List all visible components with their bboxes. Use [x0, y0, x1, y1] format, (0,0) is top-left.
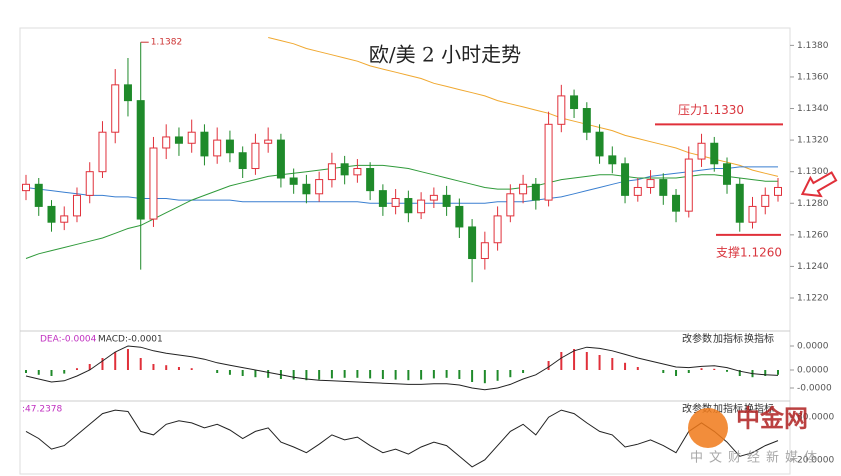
- candle-body: [710, 142, 719, 165]
- candle-body: [302, 183, 311, 195]
- chart-title: 欧/美 2 小时走势: [369, 43, 521, 67]
- watermark-slogan: 中文财经新媒体: [690, 450, 823, 466]
- y-tick-label: 0.0000: [797, 366, 829, 376]
- candle-body: [595, 131, 604, 157]
- candle-body: [327, 163, 336, 181]
- candle-body: [276, 139, 285, 179]
- candle-body: [391, 198, 400, 207]
- candle-body: [774, 186, 782, 196]
- candle-body: [60, 215, 69, 223]
- toolbar-button: 改参数: [682, 332, 712, 345]
- candle-body: [98, 131, 107, 173]
- candle-body: [315, 179, 324, 195]
- candle-body: [480, 242, 489, 260]
- candle-body: [174, 136, 183, 144]
- candle-body: [47, 205, 56, 223]
- candle-body: [442, 194, 451, 207]
- candle-body: [353, 168, 362, 176]
- candle-body: [238, 152, 247, 170]
- candle-body: [378, 190, 387, 207]
- candle-body: [519, 183, 528, 195]
- indicator-header: :47.2378: [22, 405, 63, 415]
- candle-body: [404, 198, 413, 214]
- candle-body: [429, 194, 438, 201]
- candle-body: [264, 139, 273, 144]
- candle-body: [200, 131, 209, 157]
- candle-body: [417, 199, 426, 214]
- candle-body: [748, 205, 757, 223]
- candle-body: [633, 186, 642, 196]
- candle-body: [468, 226, 477, 260]
- candle-body: [34, 183, 43, 207]
- candle-body: [544, 123, 553, 201]
- candle-body: [455, 205, 464, 228]
- candle-body: [493, 215, 502, 244]
- y-tick-label: 80.0000: [797, 413, 834, 423]
- candle-body: [761, 194, 770, 207]
- ma-line: [268, 37, 779, 177]
- indicator-header: MACD:-0.0001: [98, 335, 163, 345]
- toolbar-button: 加指标: [713, 332, 743, 345]
- ma-line: [25, 164, 778, 259]
- candle-body: [672, 194, 681, 212]
- y-tick-label: 20.0000: [797, 455, 834, 465]
- candle-body: [251, 142, 260, 170]
- frame: [19, 27, 791, 475]
- y-tick-label: 1.1360: [797, 72, 829, 82]
- y-tick-label: 1.1300: [797, 167, 829, 177]
- candle-body: [225, 139, 234, 154]
- toolbar-button: 加指标: [713, 402, 743, 415]
- candle-body: [582, 108, 591, 133]
- direction-arrow: [800, 171, 838, 198]
- candle-body: [123, 84, 132, 102]
- candle-body: [735, 183, 744, 223]
- k-line: [25, 409, 779, 468]
- toolbar-button: 换指标: [744, 332, 774, 345]
- y-tick-label: 1.1220: [797, 294, 829, 304]
- candle-body: [621, 163, 630, 196]
- toolbar-button: 换指标: [744, 402, 774, 415]
- candle-body: [697, 142, 706, 160]
- candle-body: [506, 193, 515, 217]
- candle-body: [557, 95, 566, 125]
- y-tick-label: 1.1320: [797, 136, 829, 146]
- watermark-logo: [688, 408, 728, 448]
- candle-body: [340, 163, 349, 176]
- candle-body: [213, 139, 222, 157]
- candle-body: [608, 155, 617, 165]
- candle-body: [22, 183, 30, 192]
- y-tick-label: 1.1380: [797, 41, 829, 51]
- y-tick-label: 0.0000: [797, 342, 829, 352]
- candle-body: [149, 147, 158, 220]
- support-label: 支撑1.1260: [716, 244, 782, 259]
- candle-body: [684, 158, 693, 212]
- high-marker-label: 1.1382: [151, 38, 183, 48]
- resistance-label: 压力1.1330: [678, 103, 744, 117]
- watermark: 中金网 中文财经新媒体: [688, 404, 823, 466]
- y-tick-label: 1.1340: [797, 104, 829, 114]
- candle-body: [531, 183, 540, 201]
- y-tick-label: 1.1260: [797, 230, 829, 240]
- indicator-header: DEA:-0.0004: [40, 335, 97, 345]
- watermark-brand: 中金网: [736, 404, 808, 433]
- candle-body: [111, 84, 120, 133]
- candle-body: [646, 179, 655, 188]
- candle-body: [136, 100, 145, 220]
- candle-body: [72, 194, 81, 217]
- candle-body: [366, 168, 375, 192]
- candle-body: [723, 163, 732, 185]
- y-tick-label: -0.0000: [797, 384, 832, 394]
- y-tick-label: 1.1280: [797, 199, 829, 209]
- candle-body: [289, 177, 298, 185]
- candle-body: [659, 179, 668, 196]
- dif-line: [25, 345, 779, 391]
- candle-body: [85, 171, 94, 196]
- candle-body: [187, 131, 196, 144]
- candle-body: [162, 136, 171, 149]
- candle-body: [570, 95, 579, 110]
- y-tick-label: 1.1240: [797, 262, 829, 272]
